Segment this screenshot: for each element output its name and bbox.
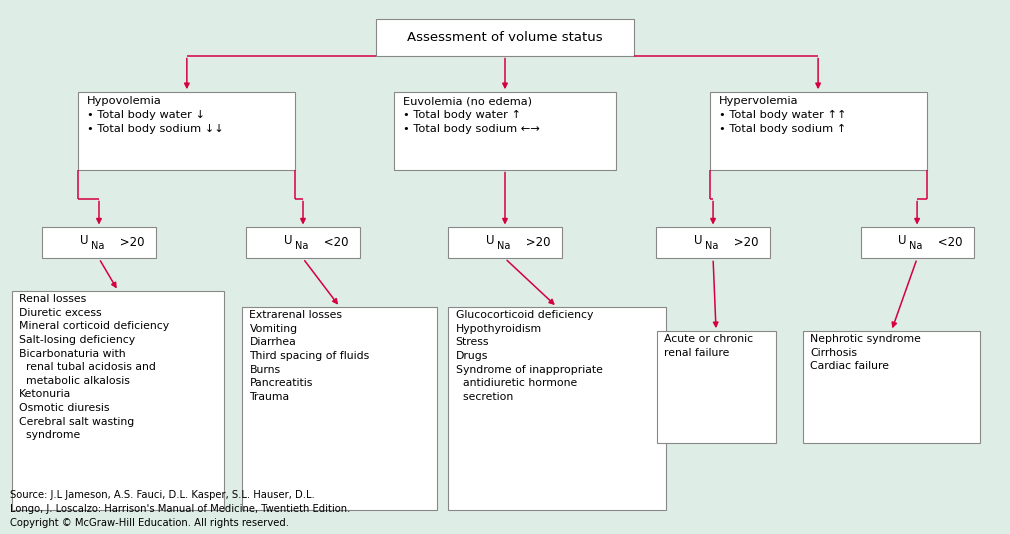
FancyBboxPatch shape	[448, 227, 562, 258]
Text: Hypovolemia
• Total body water ↓
• Total body sodium ↓↓: Hypovolemia • Total body water ↓ • Total…	[87, 96, 224, 134]
Text: <20: <20	[933, 236, 963, 249]
Text: Source: J.L Jameson, A.S. Fauci, D.L. Kasper, S.L. Hauser, D.L.
Longo, J. Loscal: Source: J.L Jameson, A.S. Fauci, D.L. Ka…	[10, 490, 350, 528]
Text: U: U	[486, 234, 494, 247]
Text: Glucocorticoid deficiency
Hypothyroidism
Stress
Drugs
Syndrome of inappropriate
: Glucocorticoid deficiency Hypothyroidism…	[456, 310, 602, 402]
Text: Na: Na	[705, 241, 719, 250]
Text: U: U	[284, 234, 292, 247]
Text: U: U	[694, 234, 702, 247]
Text: U: U	[898, 234, 906, 247]
FancyBboxPatch shape	[377, 19, 634, 56]
FancyBboxPatch shape	[394, 92, 616, 170]
FancyBboxPatch shape	[709, 92, 927, 170]
Text: <20: <20	[319, 236, 348, 249]
FancyBboxPatch shape	[42, 227, 156, 258]
FancyBboxPatch shape	[656, 227, 770, 258]
FancyBboxPatch shape	[246, 227, 360, 258]
Text: Extrarenal losses
Vomiting
Diarrhea
Third spacing of fluids
Burns
Pancreatitis
T: Extrarenal losses Vomiting Diarrhea Thir…	[249, 310, 370, 402]
Text: >20: >20	[115, 236, 144, 249]
Text: >20: >20	[521, 236, 550, 249]
Text: U: U	[80, 234, 88, 247]
FancyBboxPatch shape	[242, 307, 437, 510]
FancyBboxPatch shape	[79, 92, 295, 170]
FancyBboxPatch shape	[12, 291, 224, 510]
Text: Nephrotic syndrome
Cirrhosis
Cardiac failure: Nephrotic syndrome Cirrhosis Cardiac fai…	[810, 334, 921, 372]
Text: Na: Na	[295, 241, 309, 250]
Text: >20: >20	[729, 236, 759, 249]
Text: Renal losses
Diuretic excess
Mineral corticoid deficiency
Salt-losing deficiency: Renal losses Diuretic excess Mineral cor…	[19, 294, 170, 440]
FancyBboxPatch shape	[448, 307, 666, 510]
Text: Na: Na	[909, 241, 923, 250]
Text: Assessment of volume status: Assessment of volume status	[407, 31, 603, 44]
Text: Euvolemia (no edema)
• Total body water ↑
• Total body sodium ←→: Euvolemia (no edema) • Total body water …	[403, 96, 539, 134]
FancyBboxPatch shape	[656, 331, 776, 443]
Text: Na: Na	[497, 241, 511, 250]
Text: Acute or chronic
renal failure: Acute or chronic renal failure	[664, 334, 752, 358]
FancyBboxPatch shape	[803, 331, 980, 443]
FancyBboxPatch shape	[861, 227, 974, 258]
Text: Hypervolemia
• Total body water ↑↑
• Total body sodium ↑: Hypervolemia • Total body water ↑↑ • Tot…	[719, 96, 846, 134]
Text: Na: Na	[91, 241, 105, 250]
